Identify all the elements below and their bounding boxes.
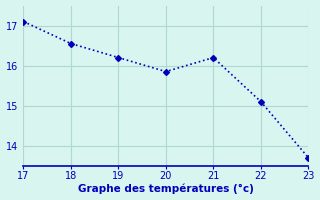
X-axis label: Graphe des températures (°c): Graphe des températures (°c) <box>78 184 254 194</box>
